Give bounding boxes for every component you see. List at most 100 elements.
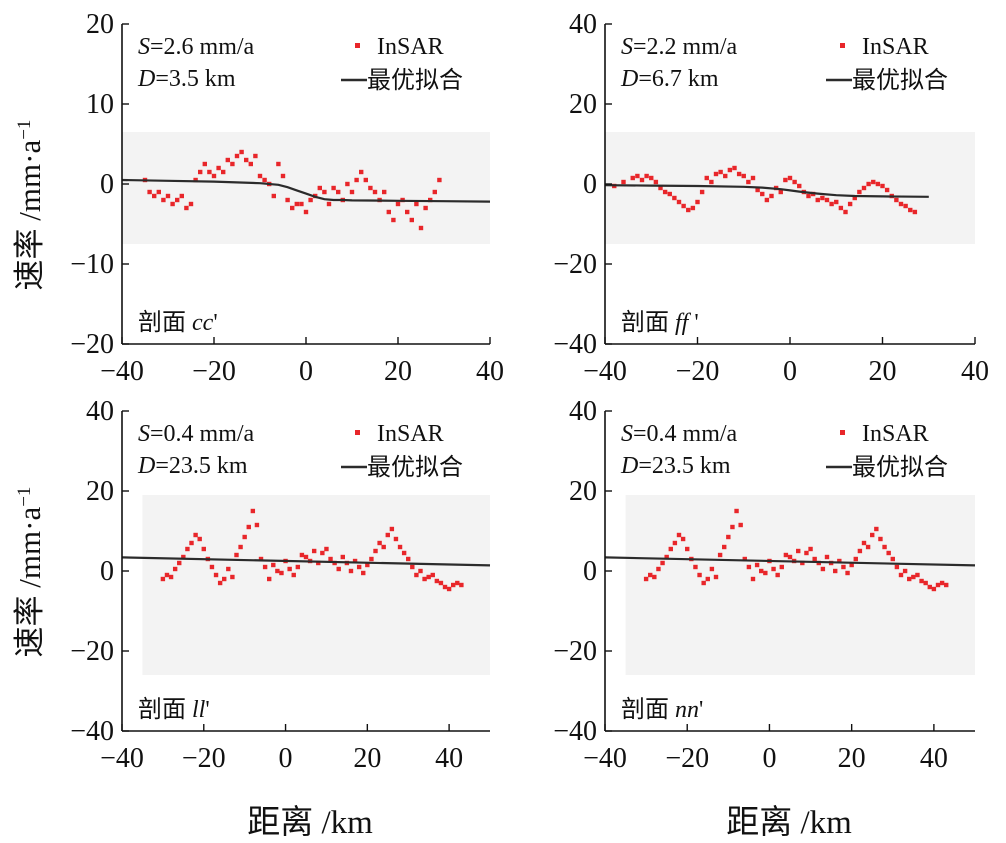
insar-point <box>693 564 698 570</box>
insar-point <box>820 566 826 572</box>
y-tick-label: 20 <box>569 476 597 507</box>
data-band <box>605 132 975 244</box>
insar-point <box>242 534 247 540</box>
insar-point <box>438 580 444 586</box>
insar-point <box>797 183 802 189</box>
insar-point <box>653 179 659 185</box>
profile-prefix: 剖面 <box>621 696 669 723</box>
insar-point <box>800 560 805 566</box>
insar-point <box>621 179 626 185</box>
insar-point <box>898 572 904 578</box>
x-tick-label: 0 <box>762 743 776 774</box>
insar-point <box>418 568 423 574</box>
best-fit-line <box>121 556 491 567</box>
insar-point <box>857 189 862 195</box>
insar-point <box>660 560 665 566</box>
insar-point <box>308 197 313 203</box>
insar-point <box>903 203 908 209</box>
insar-point <box>299 552 305 558</box>
insar-point <box>834 199 839 205</box>
y-axis-label-text: 速率 /mm·a <box>12 507 47 658</box>
insar-point <box>717 552 723 558</box>
insar-point <box>354 177 359 183</box>
insar-point <box>713 171 719 177</box>
y-tick-label: −20 <box>553 249 597 280</box>
insar-point <box>664 554 669 560</box>
insar-point <box>271 193 276 199</box>
insar-point <box>838 205 844 211</box>
insar-point <box>257 173 263 179</box>
legend-insar-label: InSAR <box>377 34 444 60</box>
x-tick-label: 40 <box>920 743 948 774</box>
insar-point <box>290 205 295 211</box>
insar-point <box>672 540 678 546</box>
insar-point <box>759 568 764 574</box>
slip-rate-symbol: S <box>138 421 150 447</box>
insar-point <box>331 185 336 191</box>
insar-point <box>442 584 448 590</box>
locking-depth-value: =3.5 km <box>155 66 236 92</box>
insar-point <box>656 566 661 572</box>
locking-depth-symbol: D <box>137 66 155 92</box>
insar-point <box>336 566 341 572</box>
insar-point <box>414 201 419 207</box>
insar-point <box>787 175 793 181</box>
insar-point <box>746 179 751 185</box>
x-tick-label: 0 <box>279 743 293 774</box>
insar-point <box>882 544 887 550</box>
insar-point <box>209 564 215 570</box>
chart-panel-4: −40 −20 0 20 40 −40 −20 0 20 40 S=0.4 mm/a D=23.5 k… <box>553 396 976 774</box>
legend-fit-label: 最优拟合 <box>852 67 948 94</box>
insar-point <box>944 582 949 588</box>
insar-point <box>238 544 243 550</box>
insar-point <box>845 570 850 576</box>
insar-point <box>216 165 221 171</box>
insar-point <box>912 209 918 215</box>
legend-fit-label: 最优拟合 <box>852 454 948 481</box>
insar-point <box>672 195 677 201</box>
insar-point <box>291 572 296 578</box>
insar-point <box>426 574 431 580</box>
profile-prefix: 剖面 <box>621 309 669 336</box>
chart-panel-3: −40 −20 0 20 40 −40 −20 0 20 40 S=0.4 mm/a D=23.5 k… <box>70 396 491 774</box>
legend-insar-marker <box>840 43 845 48</box>
insar-point <box>847 201 853 207</box>
insar-point <box>322 189 327 195</box>
insar-point <box>177 560 182 566</box>
x-tick-label: 20 <box>869 356 897 387</box>
insar-point <box>837 558 842 564</box>
insar-point <box>244 157 249 163</box>
insar-point <box>667 191 672 197</box>
insar-point <box>871 179 876 185</box>
insar-point <box>373 548 378 554</box>
x-tick-label: 20 <box>384 356 412 387</box>
insar-point <box>709 566 715 572</box>
insar-point <box>181 554 186 560</box>
x-tick-label: 0 <box>783 356 797 387</box>
insar-point <box>878 536 883 542</box>
insar-point <box>908 207 913 213</box>
insar-point <box>750 175 756 181</box>
y-axis-label-bottom: 速率 /mm·a−1 <box>12 487 47 658</box>
insar-point <box>741 173 746 179</box>
insar-point <box>763 570 768 576</box>
data-band <box>122 132 490 244</box>
insar-point <box>267 576 272 582</box>
insar-point <box>316 560 321 566</box>
insar-point <box>874 526 879 532</box>
insar-point <box>808 546 813 552</box>
insar-point <box>397 544 403 550</box>
x-tick-label: 40 <box>435 743 463 774</box>
insar-point <box>769 193 774 199</box>
insar-point <box>299 201 304 207</box>
x-tick-label: −20 <box>182 743 226 774</box>
x-tick-label: −40 <box>583 743 627 774</box>
insar-point <box>754 562 760 568</box>
insar-point <box>295 564 301 570</box>
y-tick-label: −40 <box>553 329 597 360</box>
locking-depth-annotation: D=23.5 km <box>137 453 248 479</box>
insar-point <box>179 193 184 199</box>
insar-point <box>648 572 653 578</box>
insar-point <box>902 568 908 574</box>
slip-rate-value: =0.4 mm/a <box>150 421 255 447</box>
